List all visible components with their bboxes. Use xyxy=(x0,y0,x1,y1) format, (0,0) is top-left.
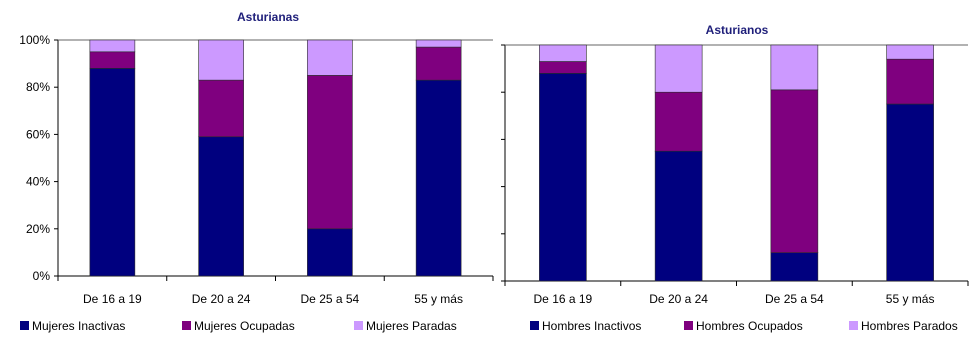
bar-segment xyxy=(415,79,462,277)
y-tick-label: 100% xyxy=(19,33,50,47)
bar-segment xyxy=(539,73,587,282)
bar-segment xyxy=(539,61,587,74)
bar-segment xyxy=(770,44,819,91)
bar-segment xyxy=(415,39,462,48)
chart-title: Asturianos xyxy=(706,23,769,37)
bar-segment xyxy=(770,252,819,282)
y-tick-label: 80% xyxy=(26,80,50,94)
bar-segment xyxy=(770,89,819,253)
bar-segment xyxy=(89,39,136,53)
chart-asturianas: Asturianas 0% 20% 40% 60% 80% 100% De 16 a 19 D… xyxy=(19,10,494,333)
y-tick-label: 60% xyxy=(26,127,50,141)
bar-segment xyxy=(89,68,136,277)
chart-title: Asturianas xyxy=(237,10,299,24)
y-tick-label: 40% xyxy=(26,175,50,189)
x-tick-label: De 20 a 24 xyxy=(649,292,708,306)
legend-swatch xyxy=(849,321,858,330)
legend-swatch xyxy=(182,321,191,330)
bar-segment xyxy=(415,46,462,81)
x-tick-label: 55 y más xyxy=(886,292,935,306)
bar-segment xyxy=(654,44,703,93)
x-tick-label: De 25 a 54 xyxy=(301,292,360,306)
legend-swatch xyxy=(20,321,29,330)
legend-label: Mujeres Inactivas xyxy=(32,319,125,333)
x-tick-label: De 20 a 24 xyxy=(192,292,251,306)
legend-swatch xyxy=(684,321,693,330)
chart-asturianos: Asturianos De 16 a 19 De 20 a 24 De 25 a 5… xyxy=(501,23,969,333)
bar-segment xyxy=(539,44,587,62)
bar-segment xyxy=(198,79,244,138)
x-tick-label: De 16 a 19 xyxy=(83,292,142,306)
legend-label: Hombres Parados xyxy=(861,319,958,333)
y-tick-label: 0% xyxy=(33,269,51,283)
x-tick-label: De 16 a 19 xyxy=(534,292,593,306)
bar-segment xyxy=(198,136,244,277)
bar-segment xyxy=(307,75,353,230)
legend-label: Hombres Inactivos xyxy=(542,319,641,333)
bar-segment xyxy=(198,39,244,81)
bar-segment xyxy=(307,228,353,277)
x-tick-label: 55 y más xyxy=(414,292,463,306)
bar-segment xyxy=(89,51,136,69)
bar-segment xyxy=(886,58,934,105)
bar-segment xyxy=(654,91,703,152)
bar-segment xyxy=(886,44,934,60)
x-tick-label: De 25 a 54 xyxy=(765,292,824,306)
y-tick-label: 20% xyxy=(26,222,50,236)
legend-label: Hombres Ocupados xyxy=(696,319,803,333)
bar-segment xyxy=(654,150,703,282)
bar-segment xyxy=(886,103,934,282)
legend-label: Mujeres Paradas xyxy=(366,319,457,333)
legend-label: Mujeres Ocupadas xyxy=(194,319,295,333)
bar-segment xyxy=(307,39,353,76)
legend-swatch xyxy=(530,321,539,330)
legend-swatch xyxy=(354,321,363,330)
